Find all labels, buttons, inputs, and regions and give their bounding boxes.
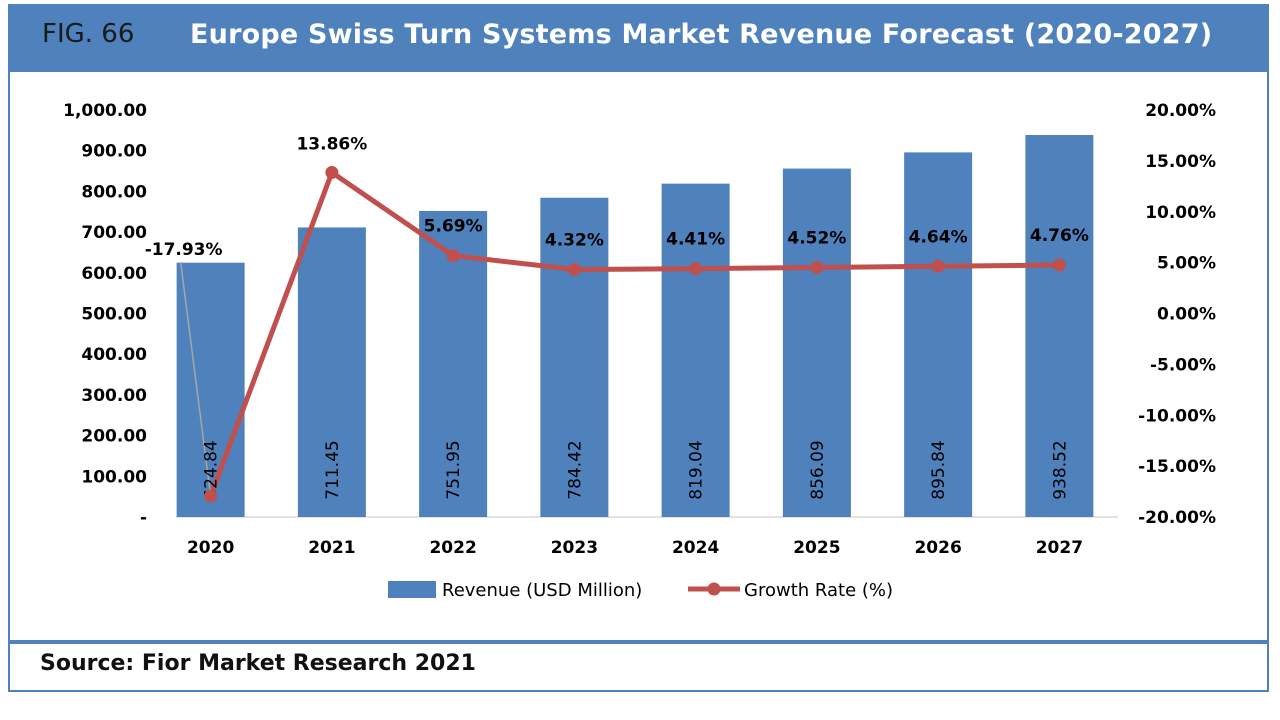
y-left-tick-label: 300.00 (81, 386, 147, 406)
source-note: Source: Fior Market Research 2021 (40, 651, 476, 676)
growth-rate-point (325, 165, 339, 179)
bar-value-label: 856.09 (808, 440, 828, 499)
legend-label-revenue: Revenue (USD Million) (442, 580, 642, 601)
figure-header: FIG. 66 Europe Swiss Turn Systems Market… (8, 4, 1269, 72)
y-right-tick-label: 15.00% (1145, 152, 1216, 172)
legend-swatch-revenue (388, 581, 436, 598)
bar-revenue (540, 197, 609, 517)
y-right-tick-label: -5.00% (1150, 355, 1216, 375)
x-tick-label: 2021 (308, 538, 355, 558)
growth-rate-point (931, 259, 945, 273)
growth-rate-label: 4.52% (787, 229, 846, 249)
y-right-tick-label: 20.00% (1145, 101, 1216, 121)
y-right-tick-label: 10.00% (1145, 203, 1216, 223)
y-right-tick-label: -10.00% (1138, 406, 1216, 426)
growth-rate-label: 5.69% (424, 217, 483, 237)
growth-rate-label: 4.41% (666, 230, 725, 250)
x-tick-label: 2026 (914, 538, 961, 558)
bar-revenue (297, 227, 366, 517)
growth-rate-label: 13.86% (296, 134, 367, 154)
bar-value-label: 895.84 (929, 440, 949, 499)
legend-swatch-growth-point (707, 582, 721, 596)
bar-revenue (782, 168, 851, 518)
bar-revenue (661, 183, 730, 517)
figure-label: FIG. 66 (42, 19, 135, 49)
growth-rate-label: 4.64% (909, 227, 968, 247)
chart: - 100.00 200.00 300.00 400.00 500.00 600.00 700… (63, 101, 1216, 601)
growth-rate-point (1052, 258, 1066, 272)
bar-value-label: 819.04 (687, 440, 707, 499)
bar-value-label: 938.52 (1050, 440, 1070, 499)
x-tick-label: 2024 (672, 538, 719, 558)
y-left-tick-label: 200.00 (81, 427, 147, 447)
bar-revenue (176, 262, 245, 517)
y-left-tick-label: 500.00 (81, 305, 147, 325)
y-left-tick-label: 900.00 (81, 142, 147, 162)
y-right-tick-label: 0.00% (1157, 305, 1216, 325)
x-tick-label: 2027 (1036, 538, 1083, 558)
source-divider (8, 640, 1269, 644)
y-left-tick-label: - (140, 508, 147, 528)
data-label-leader-line (179, 261, 212, 497)
y-right-tick-label: -15.00% (1138, 457, 1216, 477)
y-left-tick-label: 700.00 (81, 223, 147, 243)
growth-rate-point (810, 261, 824, 275)
bar-revenue (1025, 135, 1094, 518)
growth-rate-label: -17.93% (145, 240, 223, 260)
bar-value-label: 711.45 (323, 440, 343, 499)
y-left-tick-label: 400.00 (81, 345, 147, 365)
bar-value-label: 784.42 (565, 440, 585, 499)
bar-value-label: 751.95 (444, 440, 464, 499)
growth-rate-point (567, 263, 581, 277)
growth-rate-label: 4.32% (545, 231, 604, 251)
y-right-tick-label: 5.00% (1157, 254, 1216, 274)
x-tick-label: 2025 (793, 538, 840, 558)
bar-revenue (904, 152, 973, 517)
y-left-tick-label: 600.00 (81, 264, 147, 284)
x-tick-label: 2020 (187, 538, 234, 558)
growth-rate-line (208, 169, 1060, 497)
growth-rate-point (446, 249, 460, 263)
growth-rate-point (204, 489, 218, 503)
figure-title: Europe Swiss Turn Systems Market Revenue… (190, 19, 1213, 50)
y-left-tick-label: 800.00 (81, 182, 147, 202)
legend-label-growth: Growth Rate (%) (744, 580, 893, 601)
growth-rate-point (689, 262, 703, 276)
y-left-tick-label: 1,000.00 (63, 101, 147, 121)
y-left-tick-label: 100.00 (81, 467, 147, 487)
bar-value-label: 624.84 (202, 440, 222, 499)
x-tick-label: 2023 (551, 538, 598, 558)
x-tick-label: 2022 (429, 538, 476, 558)
y-right-tick-label: -20.00% (1138, 508, 1216, 528)
growth-rate-label: 4.76% (1030, 226, 1089, 246)
